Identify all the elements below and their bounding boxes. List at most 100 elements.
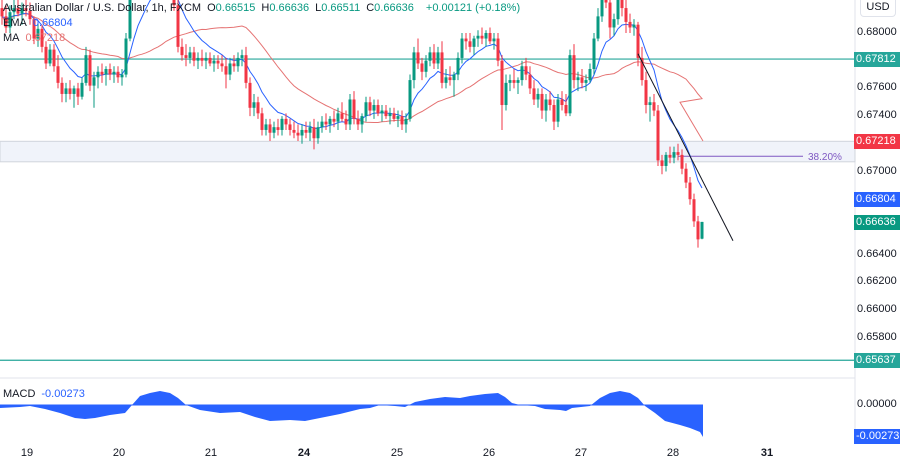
candle-body	[576, 77, 580, 81]
candle-body	[524, 66, 528, 75]
candle-body	[448, 77, 452, 81]
candle-body	[360, 116, 364, 125]
candle-body	[620, 0, 624, 9]
macd-legend[interactable]: MACD -0.00273	[3, 388, 85, 400]
ohlc-c: C0.66636	[366, 2, 414, 14]
price-change: +0.00121 (+0.18%)	[425, 2, 521, 14]
candle-body	[592, 38, 596, 70]
date-label: 26	[482, 447, 496, 459]
price-tick: 0.68000	[857, 26, 897, 38]
candle-body	[612, 19, 616, 28]
candle-body	[76, 88, 80, 97]
candle-body	[180, 46, 184, 56]
candle-body	[308, 127, 312, 133]
candle-body	[120, 74, 124, 78]
price-tick: 0.66000	[857, 303, 897, 315]
candle-body	[328, 118, 332, 125]
ma-value: 0.67218	[25, 32, 66, 44]
date-label: 20	[112, 447, 126, 459]
trendline	[637, 53, 734, 241]
ohlc-l: L0.66511	[315, 2, 361, 14]
candle-body	[320, 121, 324, 128]
candle-body	[264, 124, 268, 130]
candle-body	[564, 105, 568, 114]
macd-value: -0.00273	[41, 388, 85, 400]
candle-body	[456, 57, 460, 75]
date-label: 25	[390, 447, 404, 459]
candle-body	[384, 110, 388, 117]
candle-body	[476, 35, 480, 39]
candle-body	[316, 127, 320, 139]
candle-body	[628, 21, 632, 28]
fib-level-label: 38.20%	[808, 152, 842, 163]
candle-body	[124, 38, 128, 75]
candle-body	[44, 46, 48, 64]
candle-body	[380, 110, 384, 114]
candle-body	[504, 82, 508, 106]
date-label: 21	[204, 447, 218, 459]
candle-body	[352, 99, 356, 119]
candle-body	[560, 99, 564, 106]
date-label: 31	[760, 447, 774, 459]
candle-body	[648, 102, 652, 106]
candle-body	[688, 182, 692, 200]
candle-body	[256, 102, 260, 114]
macd-histogram-area	[0, 391, 703, 437]
candle-body	[4, 16, 8, 28]
candle-body	[220, 63, 224, 67]
candle-body	[392, 113, 396, 119]
candle-body	[344, 118, 348, 125]
candle-body	[376, 105, 380, 114]
candle-body	[228, 63, 232, 75]
ma-value-badge: 0.67218	[854, 134, 900, 150]
candle-body	[416, 52, 420, 64]
candle-body	[40, 28, 44, 47]
price-tick: 0.65800	[857, 330, 897, 343]
candle-body	[452, 74, 456, 81]
fib-zone	[0, 140, 856, 163]
candle-body	[680, 154, 684, 169]
price-tick: 0.67000	[857, 164, 897, 177]
candle-body	[540, 93, 544, 111]
candle-body	[388, 113, 392, 117]
candle-body	[636, 24, 640, 58]
candle-body	[512, 80, 516, 83]
candle-body	[464, 38, 468, 42]
currency-button[interactable]: USD	[860, 0, 896, 17]
candle-body	[600, 0, 604, 17]
ma-legend-row[interactable]: MA 0.67218	[3, 31, 520, 46]
candle-body	[284, 118, 288, 125]
candle-body	[676, 152, 680, 155]
candle-body	[580, 77, 584, 83]
candle-body	[64, 88, 68, 94]
candle-body	[696, 221, 700, 240]
candle-body	[440, 52, 444, 83]
candle-body	[420, 63, 424, 72]
candle-body	[188, 52, 192, 58]
ema-legend-row[interactable]: EMA 0.66804	[3, 16, 520, 31]
candle-body	[236, 57, 240, 67]
candle-body	[396, 116, 400, 119]
candle-body	[656, 110, 660, 161]
candle-body	[624, 8, 628, 22]
candle-body	[432, 52, 436, 64]
candle-body	[400, 116, 404, 125]
candle-body	[292, 129, 296, 133]
candle-body	[348, 99, 352, 125]
candle-body	[548, 99, 552, 106]
symbol-row: Australian Dollar / U.S. Dollar, 1h, FXC…	[3, 1, 520, 16]
ohlc-o: O0.66515	[207, 2, 256, 14]
candle-body	[364, 102, 368, 117]
candle-body	[80, 82, 84, 97]
candle-body	[616, 0, 620, 20]
candle-body	[208, 57, 212, 64]
candle-body	[496, 38, 500, 61]
candle-body	[32, 19, 36, 39]
ohlc-values: O0.66515 H0.66636 L0.66511 C0.66636	[207, 1, 420, 16]
price-tick: 0.66200	[857, 275, 897, 288]
candle-body	[428, 52, 432, 61]
symbol-title[interactable]: Australian Dollar / U.S. Dollar, 1h, FXC…	[3, 2, 202, 14]
candle-body	[516, 80, 520, 83]
